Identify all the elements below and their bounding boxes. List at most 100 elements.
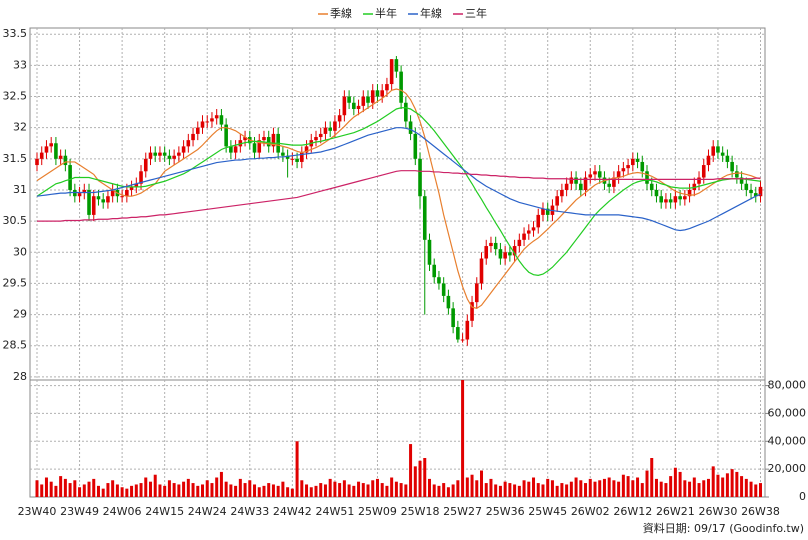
candle-body [252, 143, 257, 153]
candle-body [290, 158, 295, 160]
candle-body [271, 133, 276, 147]
volume-bar [130, 485, 134, 497]
volume-bar [480, 470, 484, 497]
plot-frame [29, 27, 766, 498]
candle-body [91, 196, 96, 215]
x-tick-label: 24W15 [145, 505, 184, 518]
y-tick-label: 31 [13, 183, 27, 196]
candle-body [545, 208, 550, 215]
volume-bar [465, 477, 469, 497]
candle-body [370, 90, 375, 103]
x-tick-label: 24W42 [273, 505, 312, 518]
volume-bar [139, 483, 143, 497]
volume-bar [744, 478, 748, 497]
candle-body [77, 193, 82, 197]
volume-bar [716, 474, 720, 497]
volume-bar [631, 480, 635, 497]
y-tick-label: 32 [13, 121, 27, 134]
candle-body [139, 171, 143, 184]
candle-body [517, 239, 522, 247]
candle-body [375, 90, 380, 97]
candle-body [96, 196, 101, 200]
legend-label: 年線 [420, 6, 442, 20]
candle-body [574, 177, 578, 184]
candle-body [82, 189, 87, 194]
candle-body [649, 183, 654, 190]
volume-bar [513, 484, 517, 497]
candle-body [498, 249, 503, 259]
volume-bar [692, 477, 696, 497]
y2-tick-label: 0 [799, 490, 806, 503]
candle-body [134, 183, 139, 187]
volume-bar [706, 478, 710, 497]
candle-body [555, 196, 559, 206]
volume-bar [186, 478, 190, 497]
volume-bar [385, 485, 389, 497]
candle-body [177, 152, 181, 156]
candle-body [716, 146, 720, 153]
volume-bar [59, 476, 63, 497]
candle-body [512, 246, 517, 256]
candle-body [356, 105, 361, 109]
y2-tick-label: 60,000 [768, 406, 807, 419]
candle-body [735, 171, 739, 178]
candle-body [318, 133, 323, 138]
candle-body [243, 137, 247, 141]
candle-body [162, 152, 167, 156]
volume-bar [210, 483, 214, 497]
volume-bar [191, 483, 195, 497]
volume-bar [281, 481, 285, 497]
candle-body [214, 115, 219, 119]
volume-bar [394, 481, 398, 497]
volume-bar [721, 477, 725, 497]
candle-body [422, 196, 427, 240]
volume-bar [54, 485, 58, 497]
volume-bar [257, 487, 261, 497]
candle-body [437, 277, 441, 284]
y-tick-label: 33.5 [3, 27, 28, 40]
x-tick-label: 25W18 [401, 505, 440, 518]
volume-bar [456, 480, 460, 497]
candle-body [158, 152, 162, 156]
volume-bar [560, 483, 564, 497]
candle-body [394, 59, 399, 72]
ma-line [37, 170, 761, 222]
candle-body [195, 127, 200, 134]
volume-bar [574, 477, 578, 497]
x-tick-label: 26W21 [656, 505, 695, 518]
x-tick-label: 26W02 [571, 505, 610, 518]
candle-body [380, 90, 384, 97]
y-tick-label: 28.5 [3, 339, 28, 352]
volume-bar [602, 478, 606, 497]
volume-bar [522, 480, 526, 497]
volume-bar [352, 485, 356, 497]
volume-bar [361, 483, 365, 497]
candle-body [659, 196, 663, 203]
x-tick-label: 25W45 [528, 505, 567, 518]
candle-body [697, 177, 701, 184]
candle-body [484, 246, 489, 259]
candle-body [720, 152, 725, 156]
candle-body [560, 189, 564, 197]
candle-body [683, 196, 687, 200]
candle-body [753, 193, 758, 197]
candle-body [635, 158, 640, 162]
legend-label: 半年 [375, 6, 397, 20]
y-tick-label: 30 [13, 245, 27, 258]
volume-bar [654, 478, 658, 497]
volume-bar [196, 485, 200, 497]
candle-body [446, 295, 451, 309]
candle-body [640, 161, 645, 172]
volume-bar [555, 485, 559, 497]
candle-body [44, 146, 49, 153]
candle-body [631, 158, 635, 166]
volume-bar [461, 380, 465, 497]
volume-bar [111, 480, 115, 497]
volume-bar [536, 483, 540, 497]
volume-bar [442, 483, 446, 497]
candle-body [186, 140, 191, 147]
candle-body [725, 155, 730, 162]
volume-bar [35, 480, 39, 497]
candle-body [441, 283, 446, 296]
volume-bar [309, 487, 313, 497]
